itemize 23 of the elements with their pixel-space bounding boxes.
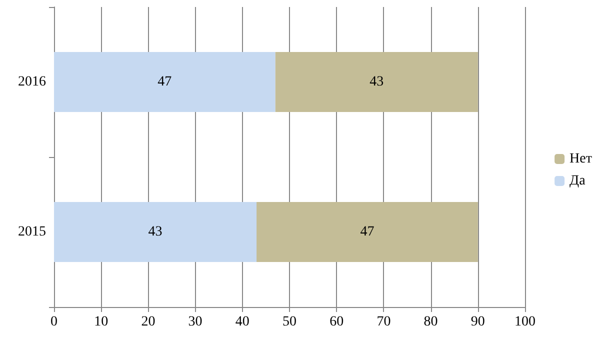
data-label: 43 <box>148 224 162 240</box>
x-tick-label: 60 <box>330 314 344 330</box>
x-tick-label: 0 <box>50 314 58 330</box>
bar <box>256 202 478 262</box>
bar <box>275 52 478 112</box>
x-tick-label: 50 <box>282 314 296 330</box>
y-tick-label: 2016 <box>18 74 46 90</box>
x-tick-label: 80 <box>424 314 438 330</box>
legend-label: Да <box>570 174 586 188</box>
x-tick-label: 20 <box>141 314 156 330</box>
data-label: 43 <box>370 74 384 90</box>
data-label: 47 <box>158 74 172 90</box>
x-tick-label: 70 <box>376 314 391 330</box>
x-tick-label: 10 <box>94 314 108 330</box>
bar <box>54 52 276 112</box>
x-tick-label: 90 <box>470 314 485 330</box>
legend-label: Нет <box>570 152 592 166</box>
bar <box>54 202 257 262</box>
x-tick-label: 40 <box>235 314 250 330</box>
y-tick-label: 2015 <box>18 224 46 240</box>
data-label: 47 <box>360 224 374 240</box>
x-tick-label: 30 <box>188 314 202 330</box>
x-tick-label: 100 <box>514 314 536 330</box>
